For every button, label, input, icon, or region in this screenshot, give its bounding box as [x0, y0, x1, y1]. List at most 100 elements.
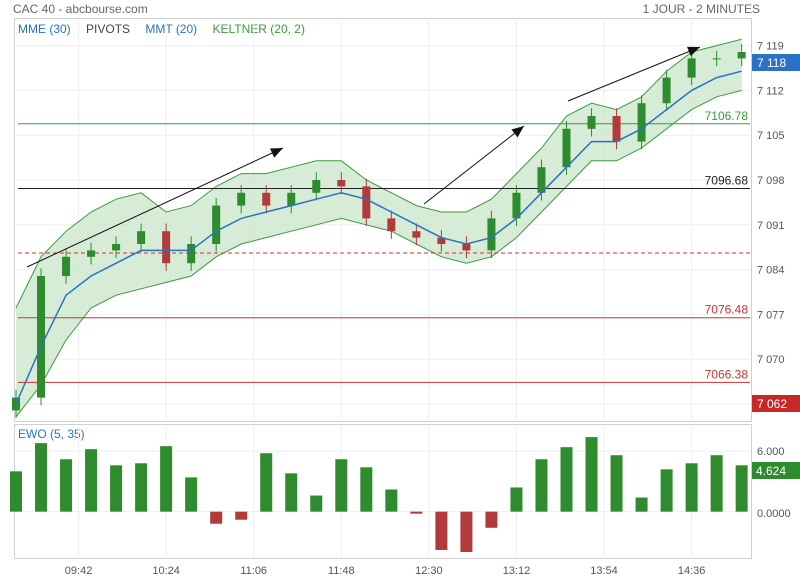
x-tick-label: 11:06	[240, 565, 267, 577]
candle-body	[112, 244, 121, 251]
low-price-text: 7 062	[757, 397, 787, 411]
candle-body	[687, 58, 696, 78]
x-tick-label: 10:24	[152, 565, 180, 577]
ewo-label[interactable]: EWO (5, 35)	[18, 427, 85, 441]
ewo-bar	[485, 511, 498, 528]
x-tick-label: 13:54	[590, 565, 618, 577]
candle-body	[412, 231, 421, 238]
ewo-bar	[435, 511, 448, 550]
pivot-line-label: 7066.38	[705, 367, 749, 381]
candle-body	[562, 128, 571, 168]
ewo-bar	[60, 459, 73, 512]
ewo-bar	[660, 469, 673, 512]
y-tick-label: 7 105	[757, 130, 785, 142]
price-panel	[14, 18, 752, 422]
candle-body	[637, 103, 646, 142]
ewo-bar	[310, 495, 323, 512]
candle-body	[162, 231, 171, 264]
candle-body	[462, 244, 471, 251]
period-label: 1 JOUR - 2 MINUTES	[642, 2, 760, 16]
ewo-bar	[10, 471, 22, 512]
x-tick-label: 13:12	[503, 565, 531, 577]
x-tick-label: 11:48	[328, 565, 355, 577]
y-tick-label: 7 070	[757, 354, 785, 366]
candle-body	[287, 192, 296, 206]
x-tick-label: 14:36	[678, 565, 706, 577]
ewo-bar	[610, 455, 623, 512]
candle-body	[387, 218, 396, 232]
ewo-bar	[460, 511, 473, 552]
ewo-bar	[385, 489, 398, 512]
candle-body	[212, 205, 221, 244]
y-tick-label: 7 091	[757, 220, 785, 232]
ewo-bar	[560, 447, 573, 512]
ewo-bar	[735, 465, 748, 512]
candle-body	[587, 116, 596, 129]
candle-body	[87, 250, 96, 257]
candle-body	[712, 58, 721, 60]
ewo-bar	[585, 437, 598, 512]
candle-body	[262, 192, 271, 206]
ewo-bar	[410, 511, 423, 514]
keltner-upper-line	[15, 38, 742, 309]
legend-keltner[interactable]: KELTNER (20, 2)	[212, 22, 305, 36]
trend-arrow-head	[687, 46, 700, 57]
trend-arrow-line	[567, 46, 701, 102]
ewo-bar	[110, 465, 123, 512]
candle-body	[512, 192, 521, 219]
current-price-text: 7 118	[757, 56, 786, 70]
candle-body	[537, 167, 546, 193]
y-tick-label: 7 112	[757, 85, 784, 97]
chart-title: CAC 40 - abcbourse.com	[13, 2, 148, 16]
ewo-bar	[635, 497, 648, 512]
trend-arrow-head	[511, 126, 524, 138]
y-tick-label: 7 084	[757, 265, 785, 277]
ewo-bar	[185, 477, 198, 512]
ewo-bar	[235, 511, 248, 520]
pivot-line-label: 7076.48	[705, 303, 749, 317]
candle-body	[312, 180, 321, 193]
ewo-bar	[285, 473, 298, 512]
ewo-bar	[510, 487, 523, 512]
pivot-line-label: 7096.68	[705, 173, 749, 187]
y-tick-label: 7 077	[757, 309, 785, 321]
legend-mmt[interactable]: MMT (20)	[145, 22, 198, 36]
candle-body	[612, 116, 621, 142]
current-price-badge	[752, 54, 800, 71]
candle-body	[487, 218, 496, 251]
x-tick-label: 09:42	[65, 565, 93, 577]
legend-pivots[interactable]: PIVOTS	[86, 22, 131, 36]
indicator-legend: MME (30) PIVOTS MMT (20) KELTNER (20, 2)	[18, 22, 317, 36]
ewo-bar	[210, 511, 223, 524]
ewo-bar	[260, 453, 273, 512]
candle-body	[237, 192, 246, 206]
ewo-bar	[535, 459, 548, 512]
ewo-bar	[85, 449, 98, 512]
ewo-bar	[35, 443, 48, 512]
trend-arrow-line	[423, 125, 525, 205]
ewo-value-badge	[752, 462, 800, 479]
low-price-badge	[752, 395, 800, 412]
candle-body	[62, 256, 71, 276]
candle-body	[662, 77, 671, 104]
y-tick-label: 7 119	[757, 41, 784, 53]
pivot-line-label: 7106.78	[705, 109, 749, 123]
candle-body	[187, 244, 196, 264]
ewo-bar	[360, 467, 373, 512]
ewo-zero-label: 0.0000	[757, 508, 791, 520]
ewo-bar	[135, 463, 148, 512]
legend-mme[interactable]: MME (30)	[18, 22, 71, 36]
candle-body	[437, 237, 446, 244]
candle-body	[737, 52, 746, 59]
candle-body	[362, 186, 371, 219]
trend-arrow-head	[270, 148, 283, 158]
ewo-bar	[160, 446, 173, 512]
ewo-bar	[335, 459, 348, 512]
ewo-y-tick-label: 6.000	[757, 446, 785, 458]
y-tick-label: 7 098	[757, 175, 785, 187]
candle-body	[37, 276, 46, 398]
ewo-value-text: 4.624	[756, 464, 786, 478]
keltner-lower-line	[15, 89, 742, 418]
candle-body	[137, 231, 146, 244]
